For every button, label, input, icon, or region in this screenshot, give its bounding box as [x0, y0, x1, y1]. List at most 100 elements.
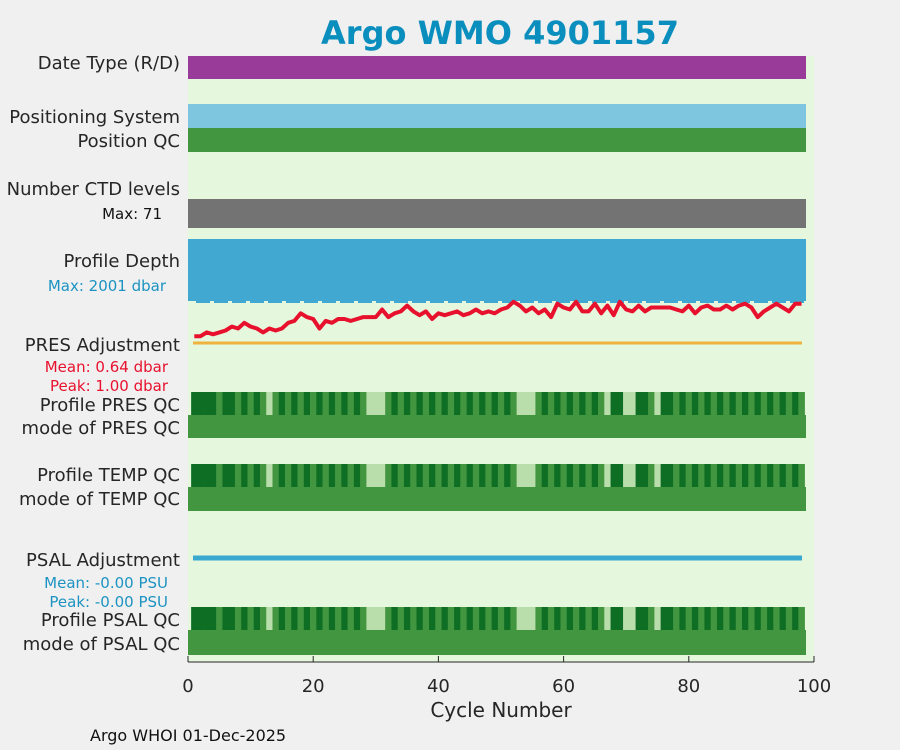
psal-qc-stripe [716, 607, 724, 630]
temp-qc-stripe [209, 464, 217, 487]
psal-qc-stripe [441, 607, 449, 630]
temp-qc-stripe [660, 464, 668, 487]
pres-qc-stripe [416, 392, 424, 415]
temp-qc-stripe [666, 464, 674, 487]
temp-qc-stripe [347, 464, 355, 487]
plot-area [188, 56, 814, 662]
psal-qc-stripe [660, 607, 668, 630]
psal-qc-stripe [773, 607, 780, 630]
temp-qc-stripe [497, 464, 505, 487]
temp-qc-stripe [547, 464, 555, 487]
temp-qc-stripe [222, 464, 229, 487]
pres-qc-stripe [566, 392, 574, 415]
psal-qc-stripe [547, 607, 555, 630]
pres-qc-stripe [391, 392, 399, 415]
pres-qc-stripe [228, 392, 236, 415]
temp-qc-stripe [785, 464, 793, 487]
pres-qc-stripe [785, 392, 793, 415]
pres-qc-stripe [710, 392, 718, 415]
psal-qc-stripe [598, 607, 605, 630]
temp-qc-stripe [353, 464, 361, 487]
psal-qc-stripe [623, 607, 630, 630]
psal-qc-stripe [391, 607, 399, 630]
pres-qc-stripe [466, 392, 474, 415]
psal-qc-stripe [723, 607, 730, 630]
psal-qc-stripe [516, 607, 524, 630]
pres-qc-stripe [266, 392, 273, 415]
pres-qc-stripe [585, 392, 593, 415]
temp-qc-stripe [641, 464, 649, 487]
temp-qc-stripe [767, 464, 774, 487]
temp-qc-stripe [572, 464, 580, 487]
psal-qc-stripe [422, 607, 430, 630]
profile-psal-qc-stripes [191, 607, 805, 630]
psal-qc-stripe [234, 607, 242, 630]
temp-qc-stripe [748, 464, 755, 487]
temp-qc-stripe [516, 464, 524, 487]
pres-qc-stripe [341, 392, 348, 415]
pres-qc-stripe [360, 392, 367, 415]
ctd-max-label: Max: 71 [102, 205, 162, 223]
psal-qc-stripe [673, 607, 680, 630]
psal-qc-stripe [360, 607, 367, 630]
pres-qc-stripe [234, 392, 242, 415]
pres-qc-stripe [529, 392, 536, 415]
psal-mean-label: Mean: -0.00 PSU [44, 574, 168, 592]
pres-qc-stripe [635, 392, 643, 415]
temp-qc-stripe [629, 464, 636, 487]
pres-qc-stripe [454, 392, 461, 415]
psal-qc-stripe [610, 607, 618, 630]
temp-qc-stripe [591, 464, 599, 487]
pres-qc-stripe [610, 392, 618, 415]
temp-qc-stripe [510, 464, 517, 487]
psal-qc-stripe [760, 607, 768, 630]
pres-qc-stripe [654, 392, 661, 415]
temp-qc-stripe [792, 464, 799, 487]
temp-qc-stripe [447, 464, 455, 487]
pres-qc-stripe [504, 392, 511, 415]
psal-qc-stripe [253, 607, 261, 630]
temp-qc-stripe [429, 464, 436, 487]
temp-qc-stripe [654, 464, 661, 487]
psal-qc-stripe [479, 607, 486, 630]
temp-qc-stripe [754, 464, 762, 487]
temp-qc-stripe [397, 464, 405, 487]
pres-qc-stripe [572, 392, 580, 415]
profile-pres-qc-stripes [191, 392, 805, 415]
psal-qc-stripe [222, 607, 229, 630]
temp-qc-stripe [466, 464, 474, 487]
temp-qc-stripe [416, 464, 424, 487]
psal-qc-stripe [416, 607, 424, 630]
temp-qc-stripe [203, 464, 211, 487]
temp-qc-stripe [541, 464, 549, 487]
psal-qc-stripe [591, 607, 599, 630]
pres-qc-stripe [779, 392, 787, 415]
psal-qc-stripe [641, 607, 649, 630]
temp-qc-stripe [529, 464, 536, 487]
temp-qc-stripe [798, 464, 805, 487]
pres-qc-stripe [641, 392, 649, 415]
psal-qc-stripe [510, 607, 517, 630]
psal-qc-stripe [191, 607, 198, 630]
temp-qc-stripe [460, 464, 467, 487]
psal-qc-stripe [566, 607, 574, 630]
temp-qc-stripe [303, 464, 311, 487]
pres-qc-stripe [698, 392, 705, 415]
psal-peak-label: Peak: -0.00 PSU [49, 593, 168, 611]
pres-qc-stripe [378, 392, 386, 415]
positioning-system-band [188, 104, 806, 128]
row-label-profile-pres-qc: Profile PRES QC [40, 395, 180, 416]
psal-qc-stripe [347, 607, 355, 630]
pres-qc-stripe [241, 392, 248, 415]
pres-qc-stripe [472, 392, 480, 415]
psal-qc-stripe [397, 607, 405, 630]
temp-qc-stripe [723, 464, 730, 487]
psal-qc-stripe [698, 607, 705, 630]
pres-qc-stripe [353, 392, 361, 415]
temp-qc-stripe [285, 464, 292, 487]
pres-qc-stripe [598, 392, 605, 415]
psal-qc-stripe [572, 607, 580, 630]
temp-qc-stripe [623, 464, 630, 487]
pres-qc-stripe [209, 392, 217, 415]
pres-qc-stripe [485, 392, 492, 415]
